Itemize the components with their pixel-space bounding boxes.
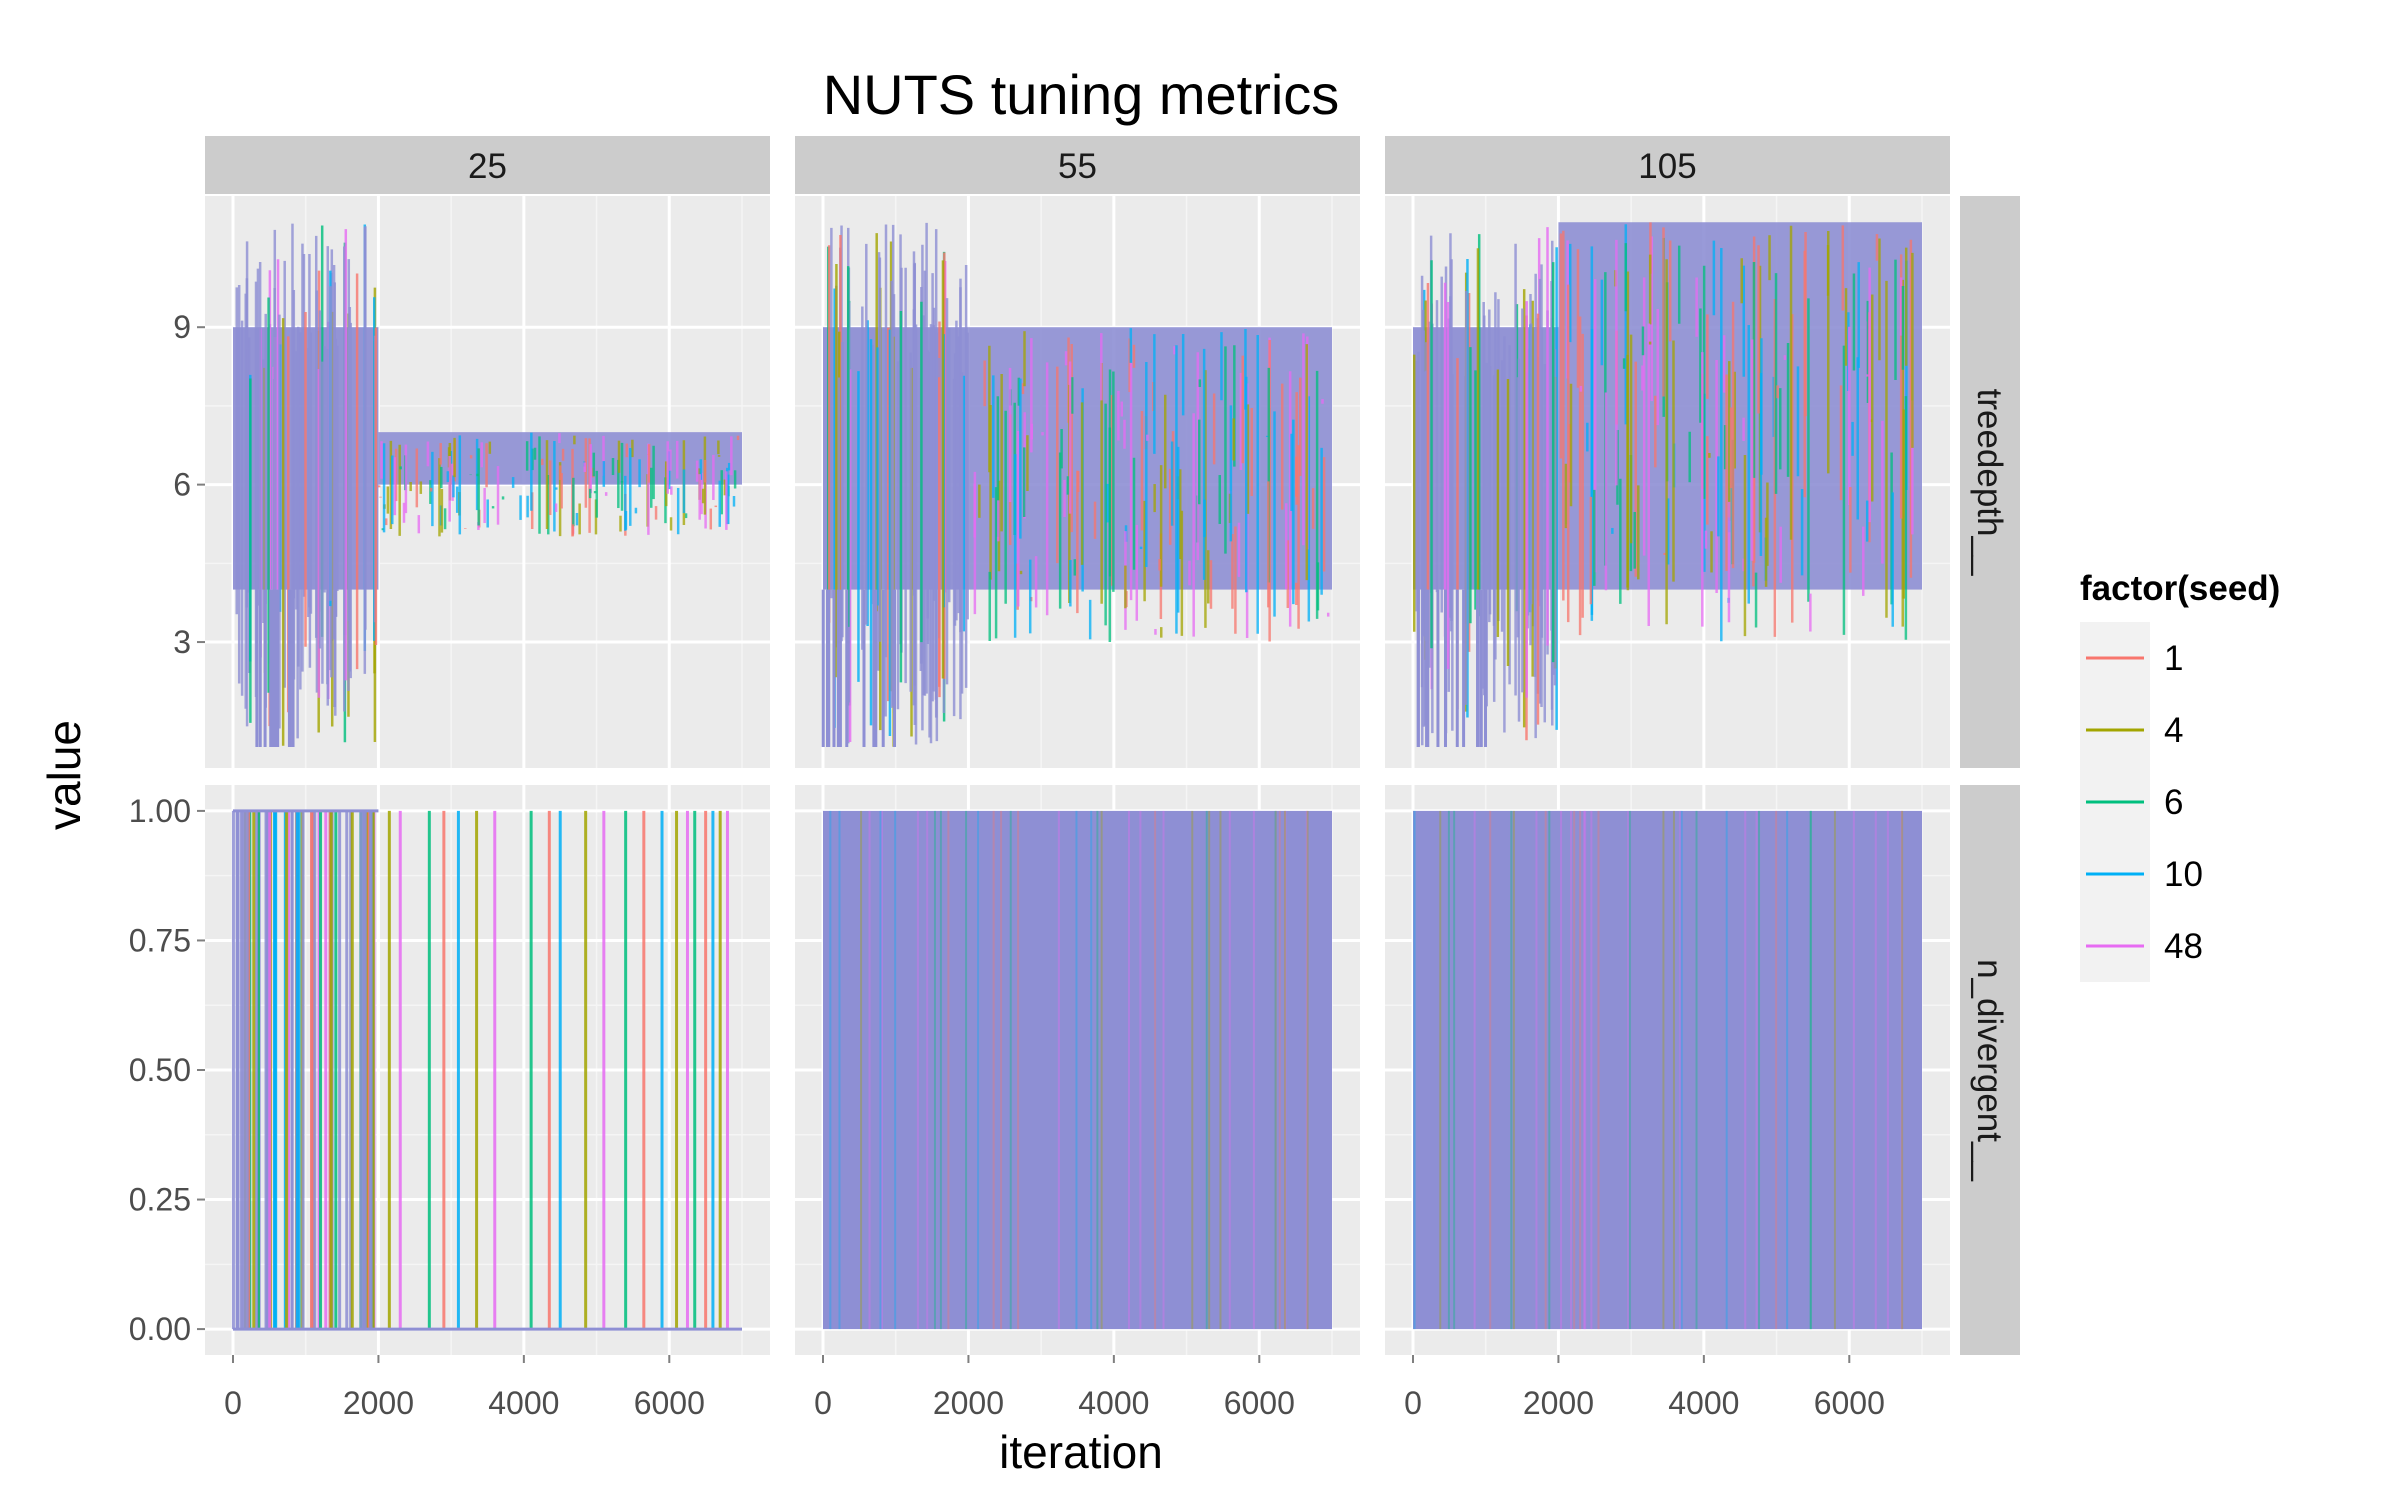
trace-lines <box>233 223 742 748</box>
facet-strip-label-n_divergent__: n_divergent__ <box>1970 959 2009 1181</box>
trace-lines <box>231 809 742 1331</box>
facet-strip-105 <box>1385 136 1950 194</box>
panel-105-n_divergent__ <box>1385 785 1950 1355</box>
legend-label-1: 1 <box>2164 639 2183 678</box>
facet-strip-label-treedepth__: treedepth__ <box>1970 389 2009 576</box>
facet-strip-55 <box>795 136 1360 194</box>
panel-55-treedepth__ <box>795 196 1360 768</box>
panel-105-treedepth__ <box>1385 196 1950 768</box>
trace-divergent-block <box>1413 810 1922 1330</box>
x-tick-label: 0 <box>224 1385 242 1421</box>
y-tick-label: 0.00 <box>129 1311 191 1347</box>
trace-lines <box>1413 810 1922 1330</box>
facet-strip-label-105: 105 <box>1638 147 1696 186</box>
x-tick-label: 6000 <box>1814 1385 1885 1421</box>
legend: factor(seed) 1 4 6 10 48 <box>2080 569 2280 982</box>
legend-entry-10: 10 <box>2080 838 2203 910</box>
y-tick-label: 3 <box>173 624 191 660</box>
facet-strip-label-25: 25 <box>468 147 507 186</box>
x-tick-label: 6000 <box>634 1385 705 1421</box>
facet-strip-25 <box>205 136 770 194</box>
panel-55-n_divergent__ <box>795 785 1360 1355</box>
x-tick-label: 6000 <box>1224 1385 1295 1421</box>
legend-title: factor(seed) <box>2080 569 2280 608</box>
legend-label-48: 48 <box>2164 927 2203 966</box>
y-tick-label: 9 <box>173 309 191 345</box>
chart-title: NUTS tuning metrics <box>823 63 1340 126</box>
y-tick-label: 6 <box>173 467 191 503</box>
legend-entry-6: 6 <box>2080 766 2183 838</box>
y-tick-label: 0.25 <box>129 1182 191 1218</box>
legend-entry-1: 1 <box>2080 622 2183 694</box>
x-tick-label: 0 <box>1404 1385 1422 1421</box>
facet-strip-n_divergent__ <box>1960 785 2020 1355</box>
trace-sampling-block <box>1558 222 1922 590</box>
trace-sampling-block <box>968 327 1332 590</box>
facet-panels: 25 3 6 9 0.00 0.25 0.50 0.75 1.00 0 2000 4000 6000 55… <box>129 136 2020 1421</box>
panel-25-n_divergent__ <box>205 785 770 1355</box>
legend-label-6: 6 <box>2164 783 2183 822</box>
y-tick-label: 0.50 <box>129 1052 191 1088</box>
legend-label-10: 10 <box>2164 855 2203 894</box>
trace-lines <box>821 222 1332 748</box>
y-tick-label: 1.00 <box>129 793 191 829</box>
facet-strip-label-55: 55 <box>1058 147 1097 186</box>
y-tick-label: 0.75 <box>129 922 191 958</box>
trace-divergent-block <box>823 810 1332 1330</box>
legend-label-4: 4 <box>2164 711 2183 750</box>
x-tick-label: 2000 <box>933 1385 1004 1421</box>
x-tick-label: 2000 <box>343 1385 414 1421</box>
x-tick-label: 4000 <box>1078 1385 1149 1421</box>
x-tick-label: 0 <box>814 1385 832 1421</box>
legend-entry-48: 48 <box>2080 910 2203 982</box>
x-axis-title: iteration <box>999 1426 1163 1478</box>
x-tick-label: 4000 <box>1668 1385 1739 1421</box>
facet-strip-treedepth__ <box>1960 196 2020 768</box>
y-axis-title: value <box>38 720 90 830</box>
x-tick-label: 4000 <box>488 1385 559 1421</box>
panel-25-treedepth__ <box>205 196 770 768</box>
trace-lines <box>1412 222 1922 748</box>
x-tick-label: 2000 <box>1523 1385 1594 1421</box>
legend-entry-4: 4 <box>2080 694 2183 766</box>
trace-lines <box>823 810 1332 1330</box>
